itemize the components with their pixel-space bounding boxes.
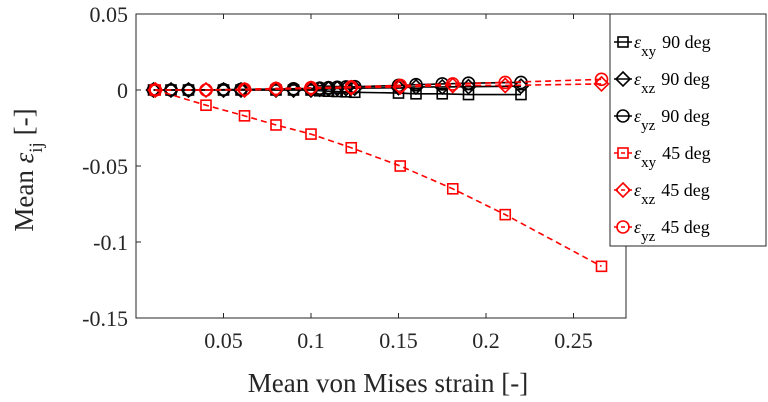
legend-marker bbox=[617, 147, 629, 159]
x-tick-label: 0.25 bbox=[554, 328, 593, 353]
y-axis: -0.15 -0.1 -0.05 0 0.05 bbox=[82, 2, 626, 331]
y-tick-label: -0.05 bbox=[82, 154, 128, 179]
data-point bbox=[232, 81, 250, 99]
data-point bbox=[304, 80, 318, 95]
legend-symbol: ε bbox=[634, 143, 642, 163]
legend-subscript: yz bbox=[641, 229, 656, 245]
legend-label: εxy 90 deg bbox=[634, 32, 711, 60]
data-point bbox=[302, 80, 320, 97]
legend-marker bbox=[617, 36, 629, 48]
data-point bbox=[498, 75, 513, 90]
legend-label: εxz 90 deg bbox=[634, 69, 710, 97]
legend-label: εyz 90 deg bbox=[634, 106, 710, 134]
data-point bbox=[238, 110, 251, 122]
legend-subscript: xz bbox=[641, 192, 656, 208]
legend-label: εyz 45 deg bbox=[634, 217, 710, 245]
data-point bbox=[215, 81, 232, 99]
legend-entry: εyz 90 deg bbox=[614, 106, 710, 134]
y-tick-label: -0.15 bbox=[82, 306, 128, 331]
data-point bbox=[330, 80, 345, 95]
y-axis-label-unit: [-] bbox=[9, 108, 39, 142]
data-point bbox=[321, 80, 336, 95]
x-tick-label: 0.15 bbox=[379, 328, 418, 353]
data-point bbox=[344, 80, 359, 94]
legend-suffix: 90 deg bbox=[661, 106, 710, 126]
data-point bbox=[181, 83, 196, 97]
legend-symbol: ε bbox=[634, 69, 642, 89]
data-point bbox=[499, 208, 512, 221]
y-axis-label-main: Mean bbox=[9, 163, 39, 231]
y-tick-label: 0.05 bbox=[90, 2, 129, 27]
series-line bbox=[155, 89, 602, 268]
data-point bbox=[269, 81, 283, 96]
data-point bbox=[267, 81, 285, 98]
legend-symbol: ε bbox=[634, 32, 642, 52]
data-point bbox=[436, 88, 449, 100]
data-point bbox=[343, 79, 360, 96]
legend-subscript: xy bbox=[641, 155, 657, 171]
data-point bbox=[446, 183, 459, 195]
legend-subscript: yz bbox=[641, 118, 656, 134]
legend-box bbox=[609, 13, 767, 247]
data-point bbox=[593, 75, 610, 93]
legend-label: εxy 45 deg bbox=[634, 143, 711, 171]
legend-entry: εxz 45 deg bbox=[614, 180, 710, 208]
legend-entry: εxz 90 deg bbox=[614, 69, 710, 97]
data-point bbox=[392, 78, 409, 96]
data-point bbox=[236, 81, 253, 99]
legend-symbol: ε bbox=[634, 106, 642, 126]
legend-subscript: xz bbox=[641, 81, 656, 97]
plot-area bbox=[135, 13, 627, 319]
data-point bbox=[460, 78, 477, 95]
legend-symbol: ε bbox=[634, 217, 642, 237]
legend-marker bbox=[616, 109, 630, 123]
x-tick-label: 0.1 bbox=[297, 328, 325, 353]
series-xy-45 bbox=[149, 84, 608, 273]
legend-marker bbox=[616, 220, 630, 234]
legend-suffix: 90 deg bbox=[662, 32, 711, 52]
data-point bbox=[148, 83, 163, 97]
data-point bbox=[200, 99, 212, 111]
legend-suffix: 45 deg bbox=[661, 217, 710, 237]
data-point bbox=[345, 141, 358, 154]
legend-subscript: xy bbox=[641, 44, 657, 60]
y-tick-label: -0.1 bbox=[93, 230, 128, 255]
x-tick-label: 0.2 bbox=[472, 328, 500, 353]
series-line bbox=[155, 78, 602, 91]
data-point bbox=[515, 88, 527, 101]
legend-suffix: 45 deg bbox=[661, 180, 710, 200]
y-axis-label: Mean εij [-] bbox=[9, 108, 47, 231]
data-point bbox=[595, 260, 608, 273]
data-point bbox=[445, 77, 460, 91]
legend-label: εxz 45 deg bbox=[634, 180, 710, 208]
legend-suffix: 90 deg bbox=[661, 69, 710, 89]
y-tick-label: 0 bbox=[117, 78, 128, 103]
y-axis-label-symbol: ε bbox=[9, 152, 39, 163]
data-point bbox=[461, 76, 476, 90]
legend-symbol: ε bbox=[634, 180, 642, 200]
data-point bbox=[512, 78, 530, 95]
data-point bbox=[237, 82, 252, 97]
series-yz-45 bbox=[148, 72, 609, 97]
legend-suffix: 45 deg bbox=[662, 143, 711, 163]
x-axis-label: Mean von Mises strain [-] bbox=[248, 368, 528, 398]
data-point bbox=[394, 160, 407, 172]
data-point bbox=[393, 78, 408, 93]
data-point bbox=[270, 119, 282, 131]
legend-marker bbox=[614, 181, 632, 199]
x-axis: 0.05 0.1 0.15 0.2 0.25 bbox=[204, 14, 593, 353]
legend-entry: εyz 45 deg bbox=[614, 217, 710, 245]
y-axis-label-subscript: ij bbox=[26, 142, 47, 153]
legend-entry: εxy 45 deg bbox=[614, 143, 711, 171]
x-tick-label: 0.05 bbox=[204, 328, 243, 353]
legend-entry: εxy 90 deg bbox=[614, 32, 711, 60]
data-point bbox=[305, 128, 317, 140]
data-point bbox=[199, 83, 213, 97]
data-point bbox=[410, 88, 422, 100]
legend-marker bbox=[614, 70, 632, 88]
data-point bbox=[594, 72, 609, 87]
